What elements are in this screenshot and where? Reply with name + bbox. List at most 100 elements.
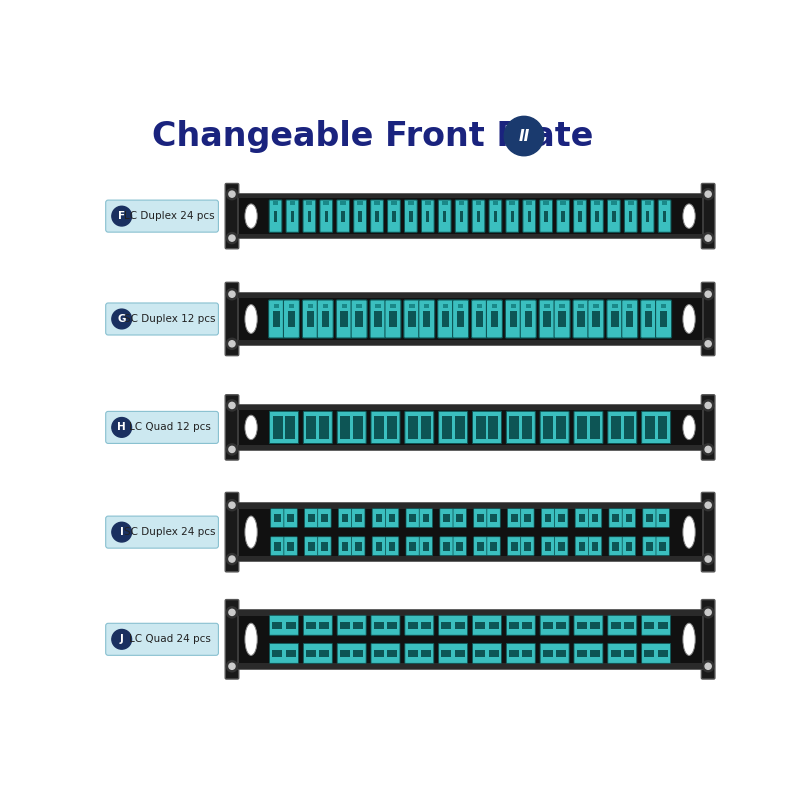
FancyBboxPatch shape — [372, 537, 386, 555]
Bar — [510, 427, 519, 438]
Bar — [238, 503, 702, 509]
Bar — [387, 416, 397, 427]
FancyBboxPatch shape — [387, 200, 400, 232]
Bar — [658, 650, 668, 657]
FancyBboxPatch shape — [305, 537, 318, 555]
Bar — [543, 650, 553, 657]
Bar — [358, 201, 363, 206]
FancyBboxPatch shape — [270, 509, 284, 527]
Bar — [238, 293, 702, 298]
FancyBboxPatch shape — [607, 200, 620, 232]
Text: Changeable Front Plate: Changeable Front Plate — [152, 119, 594, 153]
Circle shape — [705, 291, 711, 298]
Bar — [494, 210, 497, 222]
Circle shape — [229, 556, 235, 562]
FancyBboxPatch shape — [318, 509, 331, 527]
Circle shape — [112, 309, 131, 329]
Bar — [511, 514, 518, 522]
Bar — [476, 201, 482, 206]
Bar — [422, 514, 430, 522]
Circle shape — [229, 402, 235, 409]
Bar — [286, 416, 295, 427]
Bar — [308, 542, 314, 550]
Bar — [527, 210, 531, 222]
Circle shape — [702, 500, 714, 510]
FancyBboxPatch shape — [642, 615, 670, 635]
FancyBboxPatch shape — [371, 411, 400, 443]
Bar — [409, 304, 414, 308]
FancyBboxPatch shape — [238, 293, 702, 345]
FancyBboxPatch shape — [371, 643, 400, 663]
Circle shape — [705, 402, 711, 409]
Bar — [354, 622, 363, 629]
Bar — [410, 542, 416, 550]
Bar — [477, 514, 484, 522]
Bar — [492, 304, 497, 308]
FancyBboxPatch shape — [588, 509, 602, 527]
Bar — [321, 542, 328, 550]
Bar — [510, 210, 514, 222]
Bar — [356, 304, 362, 308]
Bar — [289, 304, 294, 308]
Circle shape — [702, 661, 714, 672]
Bar — [543, 201, 549, 206]
FancyBboxPatch shape — [419, 509, 433, 527]
Bar — [626, 514, 632, 522]
Circle shape — [226, 607, 238, 618]
Bar — [646, 210, 650, 222]
Bar — [488, 427, 498, 438]
Bar — [556, 622, 566, 629]
FancyBboxPatch shape — [386, 537, 398, 555]
Bar — [578, 542, 586, 550]
Bar — [490, 542, 497, 550]
Bar — [511, 542, 518, 550]
Bar — [321, 514, 328, 522]
FancyBboxPatch shape — [607, 300, 623, 338]
FancyBboxPatch shape — [540, 200, 553, 232]
Circle shape — [229, 446, 235, 453]
Bar — [590, 650, 600, 657]
Circle shape — [112, 522, 131, 542]
Bar — [610, 622, 621, 629]
Circle shape — [702, 189, 714, 200]
Bar — [624, 416, 634, 427]
Bar — [306, 416, 317, 427]
Bar — [592, 311, 600, 327]
FancyBboxPatch shape — [354, 200, 366, 232]
Bar — [455, 650, 465, 657]
FancyBboxPatch shape — [574, 615, 603, 635]
FancyBboxPatch shape — [507, 537, 521, 555]
Bar — [390, 304, 396, 308]
Bar — [624, 650, 634, 657]
Bar — [408, 416, 418, 427]
Bar — [408, 427, 418, 438]
Circle shape — [226, 554, 238, 565]
Bar — [460, 210, 463, 222]
FancyBboxPatch shape — [238, 194, 702, 238]
Bar — [645, 427, 654, 438]
Bar — [577, 427, 587, 438]
Bar — [645, 201, 650, 206]
FancyBboxPatch shape — [370, 200, 383, 232]
Bar — [340, 622, 350, 629]
FancyBboxPatch shape — [474, 509, 487, 527]
FancyBboxPatch shape — [656, 537, 670, 555]
Bar — [510, 311, 517, 327]
FancyBboxPatch shape — [643, 537, 656, 555]
FancyBboxPatch shape — [642, 200, 654, 232]
Bar — [477, 210, 480, 222]
Bar — [545, 210, 548, 222]
Text: SC Duplex 12 pcs: SC Duplex 12 pcs — [124, 314, 215, 324]
Bar — [543, 416, 554, 427]
Bar — [306, 650, 316, 657]
Bar — [273, 416, 282, 427]
Bar — [443, 210, 446, 222]
Bar — [274, 210, 278, 222]
FancyBboxPatch shape — [270, 615, 298, 635]
FancyBboxPatch shape — [372, 509, 386, 527]
FancyBboxPatch shape — [338, 537, 352, 555]
Circle shape — [705, 610, 711, 615]
FancyBboxPatch shape — [302, 300, 318, 338]
FancyBboxPatch shape — [554, 300, 570, 338]
Bar — [422, 542, 430, 550]
